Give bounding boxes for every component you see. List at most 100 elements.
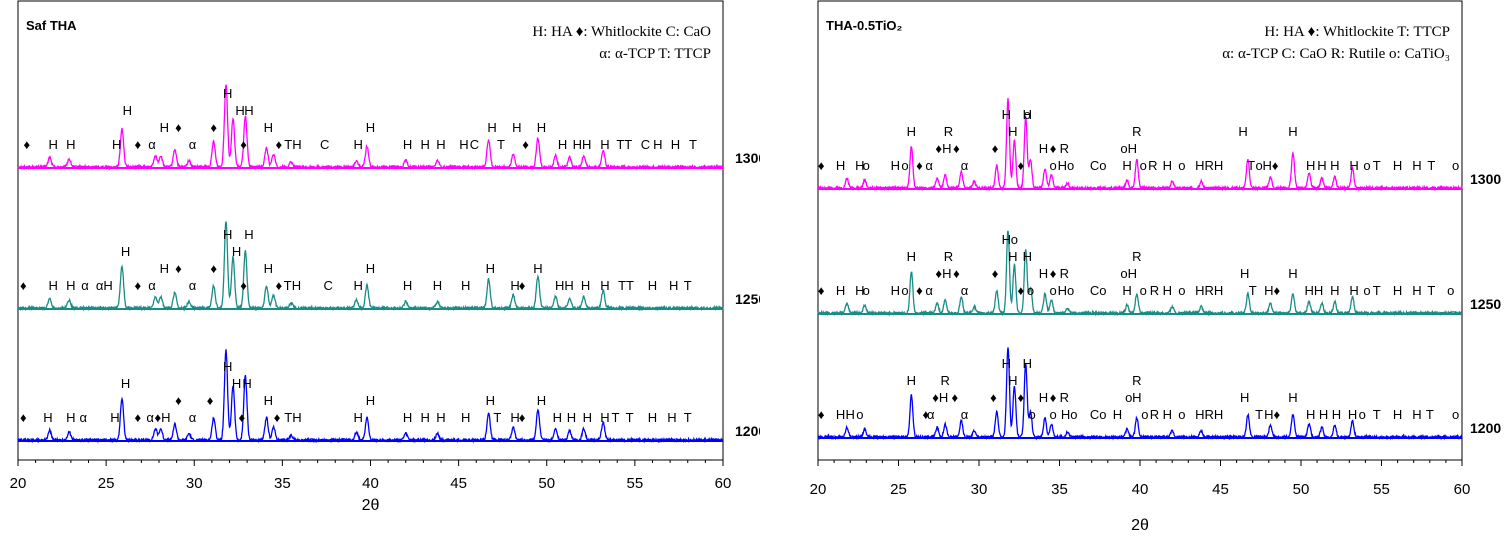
peak-label: H: [907, 249, 916, 264]
chart-tha-tio2: THA-0.5TiO₂ H: HA ♦: Whitlockite T: TTCP α…: [770, 0, 1510, 539]
peak-label: H: [907, 373, 916, 388]
peak-label: HH: [573, 137, 592, 152]
peak-label: o: [1256, 158, 1263, 173]
series-label: 1250: [1470, 296, 1501, 312]
peak-label: ♦: [239, 410, 246, 425]
peak-label: α: [961, 407, 969, 422]
peak-label: H: [461, 278, 470, 293]
peak-label: oH: [1120, 266, 1137, 281]
peak-label: C: [470, 137, 479, 152]
peak-label: ♦: [23, 137, 30, 152]
peak-label: T: [1247, 158, 1255, 173]
peak-label: H: [553, 410, 562, 425]
peak-label: H: [123, 103, 132, 118]
peak-label: o: [1359, 407, 1366, 422]
peak-label: H: [1288, 390, 1297, 405]
legend-row: H: HA ♦: Whitlockite C: CaO: [532, 24, 711, 40]
peak-label: H: [1238, 124, 1247, 139]
x-tick-label: 20: [810, 481, 827, 498]
peak-label: H: [1288, 266, 1297, 281]
peak-label: H: [1039, 390, 1048, 405]
peak-label: ♦: [916, 158, 923, 173]
peak-label: H: [110, 410, 119, 425]
peak-label: H: [1330, 158, 1339, 173]
peak-label: R: [1060, 266, 1069, 281]
chart-saf-tha: Saf THA H: HA ♦: Whitlockite C: CaO α: α-T…: [0, 0, 766, 539]
series-label: 1200: [1470, 420, 1501, 436]
peak-label: Ho: [1061, 407, 1078, 422]
x-tick-label: 45: [450, 475, 467, 492]
peak-label: H: [855, 158, 864, 173]
peak-label: H: [43, 410, 52, 425]
series-line-1250: [817, 230, 1463, 317]
peak-label: T: [1255, 407, 1263, 422]
peak-label: T: [1426, 407, 1434, 422]
x-tick-label: 60: [715, 475, 732, 492]
peak-label: H: [1393, 407, 1402, 422]
peak-label: H: [648, 278, 657, 293]
peak-label: H: [49, 278, 58, 293]
peak-label: o: [1447, 283, 1454, 298]
peak-label: H: [942, 266, 951, 281]
peak-label: H: [420, 137, 429, 152]
peak-label: ♦: [20, 278, 27, 293]
series-label: 1250: [735, 291, 760, 307]
peak-label: ♦: [1274, 283, 1281, 298]
peak-label: H: [669, 278, 678, 293]
x-axis-label: 2θ: [1131, 517, 1149, 534]
peak-label: H: [1132, 390, 1141, 405]
legend-row: α: α-TCP C: CaO R: Rutile o: CaTiO₃: [1222, 46, 1450, 62]
peak-label: H: [1023, 107, 1032, 122]
peak-label: ♦: [240, 278, 247, 293]
peak-label: ♦: [522, 137, 529, 152]
peak-label: ♦: [20, 410, 27, 425]
peak-label: R: [1132, 249, 1141, 264]
peak-label: H: [461, 410, 470, 425]
peak-label: Co: [1090, 407, 1107, 422]
peak-label: R: [940, 373, 949, 388]
peak-label: H: [600, 137, 609, 152]
peak-label: H: [223, 227, 232, 242]
peak-label: H: [160, 261, 169, 276]
peak-label: ♦: [1050, 141, 1057, 156]
peak-label: H: [486, 261, 495, 276]
peak-label: H: [1306, 158, 1315, 173]
peak-label: H: [232, 376, 241, 391]
peak-label: ♦: [935, 141, 942, 156]
peak-label: α: [146, 410, 154, 425]
peak-label: H: [1306, 407, 1315, 422]
x-tick-label: 40: [1132, 481, 1149, 498]
legend-row: α: α-TCP T: TTCP: [599, 46, 711, 62]
peak-label: ♦: [818, 158, 825, 173]
peak-label: HH: [1304, 283, 1323, 298]
peak-label: α: [189, 410, 197, 425]
x-tick-label: 50: [1293, 481, 1310, 498]
peak-label: ♦: [1018, 158, 1025, 173]
peak-label: ♦: [135, 410, 142, 425]
peak-label: H: [366, 393, 375, 408]
peak-label: α: [927, 407, 935, 422]
peak-label: ♦: [210, 120, 217, 135]
xrd-plot-saf-tha: Saf THA H: HA ♦: Whitlockite C: CaO α: α-T…: [10, 0, 766, 514]
peak-label: o: [1140, 158, 1147, 173]
peak-label: H: [1240, 266, 1249, 281]
peak-label: H: [1319, 407, 1328, 422]
peak-label: H: [436, 137, 445, 152]
peak-label: H: [1039, 266, 1048, 281]
peak-label: H: [1262, 158, 1271, 173]
peak-label: H: [264, 261, 273, 276]
peak-label: o: [1363, 158, 1370, 173]
peak-label: H: [583, 410, 592, 425]
peak-label: H: [1039, 141, 1048, 156]
peak-label: H: [1113, 407, 1122, 422]
x-axis-label: 2θ: [362, 497, 380, 514]
peak-label: H: [1393, 158, 1402, 173]
peak-label: H: [600, 278, 609, 293]
peak-label: ♦: [923, 407, 930, 422]
series-label: 1300: [735, 150, 760, 166]
peak-label: T: [493, 410, 501, 425]
peak-label: H: [66, 410, 75, 425]
peak-label: H: [121, 376, 130, 391]
peak-label: H: [264, 120, 273, 135]
peak-label: H: [121, 244, 130, 259]
